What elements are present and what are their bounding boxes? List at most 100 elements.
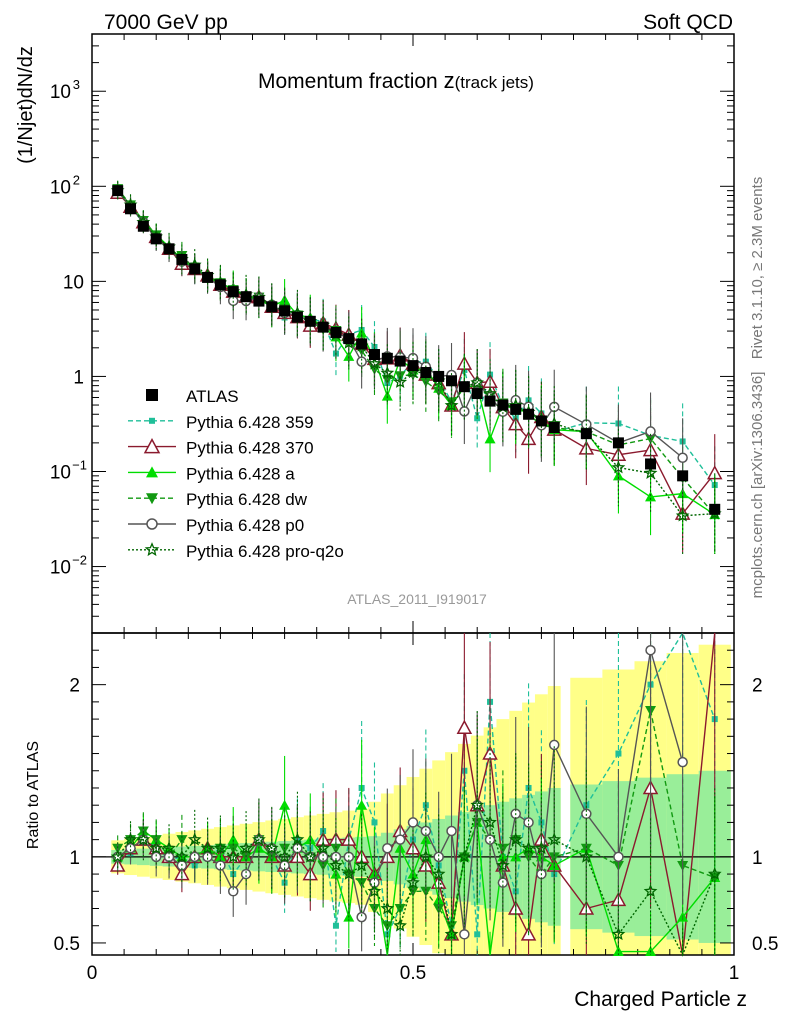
pq2o-point — [136, 832, 151, 846]
y-tick-label: 10 — [50, 558, 71, 579]
pq2o-point — [290, 832, 305, 846]
atlas-point — [137, 220, 149, 232]
pdw-point — [381, 921, 393, 932]
pdw-point — [394, 904, 406, 915]
pq2o-point — [316, 841, 331, 855]
pq2o-point — [303, 849, 318, 863]
atlas-point — [317, 321, 329, 333]
atlas-point — [497, 399, 509, 411]
pq2o-point — [252, 832, 266, 846]
y-tick-exponent: 3 — [73, 77, 80, 92]
ratio-y-tick-label: 1 — [69, 848, 80, 869]
legend-entry: ATLAS — [146, 387, 239, 406]
atlas-point — [645, 458, 657, 470]
atlas-point — [394, 355, 406, 367]
pp0-point — [523, 817, 534, 828]
plot-title-main: Momentum fraction — [258, 70, 444, 93]
atlas-point — [330, 326, 342, 338]
header-energy-label: 7000 GeV pp — [104, 11, 228, 34]
pq2o-point — [643, 884, 658, 898]
legend-label: Pythia 6.428 dw — [186, 490, 308, 509]
pq2o-point — [187, 832, 202, 846]
ratio-panel: 0 0.5 12 21 10.5 0.5 — [54, 34, 778, 984]
pq2o-point — [174, 849, 189, 863]
pa-point — [356, 799, 368, 810]
mcplots-side-label: mcplots.cern.ch [arXiv:1306.3436] — [749, 372, 766, 599]
atlas-point — [535, 415, 547, 427]
pq2o-point — [457, 849, 472, 863]
legend-label: Pythia 6.428 359 — [186, 413, 314, 432]
ratio-y-ticks: 2 2 1 1 0.5 0.5 — [54, 649, 778, 955]
atlas-point — [304, 315, 316, 327]
pa-point — [484, 433, 496, 444]
plot-title-sub: (track jets) — [455, 73, 534, 92]
y-tick-label: 10 — [50, 82, 71, 103]
series-line — [117, 188, 716, 516]
pq2o-point — [393, 375, 408, 388]
pp0-point — [382, 842, 393, 854]
pq2o-point — [144, 542, 160, 557]
atlas-point — [146, 389, 158, 401]
atlas-point — [253, 295, 265, 307]
atlas-point — [266, 301, 278, 313]
legend-entry: Pythia 6.428 370 — [128, 438, 314, 458]
pq2o-point — [611, 460, 626, 474]
y-tick-label: 1 — [73, 367, 84, 388]
ratio-y-tick-label-right: 1 — [752, 848, 763, 869]
pa-point — [227, 834, 239, 845]
atlas-point — [677, 470, 689, 482]
x-tick-label: 0 — [87, 963, 98, 984]
pq2o-point — [483, 815, 497, 829]
atlas-point — [291, 311, 303, 323]
rivet-side-label: Rivet 3.1.10, ≥ 2.3M events — [749, 177, 766, 360]
pq2o-point — [675, 508, 690, 522]
pq2o-point — [444, 927, 459, 941]
p359-point — [615, 750, 622, 757]
legend-label: Pythia 6.428 370 — [186, 439, 314, 458]
atlas-point — [548, 422, 560, 434]
pp0-point — [356, 911, 367, 923]
p359-point — [149, 417, 155, 424]
pp0-point — [613, 851, 624, 863]
atlas-point — [471, 388, 483, 400]
pp0-point — [146, 518, 158, 530]
pq2o-point — [418, 849, 433, 863]
p370-point — [456, 719, 473, 734]
series-ratio-line — [117, 802, 716, 956]
y-tick-exponent: 2 — [73, 172, 80, 187]
series-6-ratio — [110, 710, 722, 957]
pp0-point — [484, 834, 496, 845]
p370-point — [143, 438, 161, 454]
pq2o-point — [534, 841, 549, 855]
series-line — [117, 190, 715, 517]
atlas-point — [580, 428, 592, 440]
plot-title: Momentum fraction z(track jets) — [258, 68, 534, 93]
pp0-point — [645, 644, 656, 656]
atlas-point — [112, 185, 124, 197]
atlas-data — [112, 185, 721, 515]
atlas-point — [407, 360, 419, 372]
pq2o-point — [380, 901, 395, 915]
y-tick-exponent: −2 — [72, 553, 87, 568]
atlas-point — [381, 352, 393, 364]
atlas-point — [125, 203, 137, 215]
pq2o-point — [239, 841, 253, 855]
pp0-point — [189, 851, 200, 863]
pq2o-point — [495, 858, 510, 872]
header-process-label: Soft QCD — [643, 11, 733, 34]
y-tick-label: 10 — [50, 462, 71, 483]
series-ratio-line — [117, 710, 715, 928]
pq2o-point — [213, 841, 228, 855]
pq2o-point — [643, 466, 658, 479]
p359-point — [332, 922, 339, 929]
ratio-y-tick-label-right: 2 — [752, 676, 763, 697]
ratio-series — [109, 631, 722, 957]
pa-point — [645, 491, 657, 502]
atlas-point — [484, 395, 496, 407]
pp0-point — [125, 842, 136, 854]
y-axis-label: (1/Njet)dN/dz — [15, 46, 37, 164]
atlas-point — [368, 349, 380, 361]
atlas-point — [510, 403, 522, 415]
atlas-point — [420, 366, 432, 378]
